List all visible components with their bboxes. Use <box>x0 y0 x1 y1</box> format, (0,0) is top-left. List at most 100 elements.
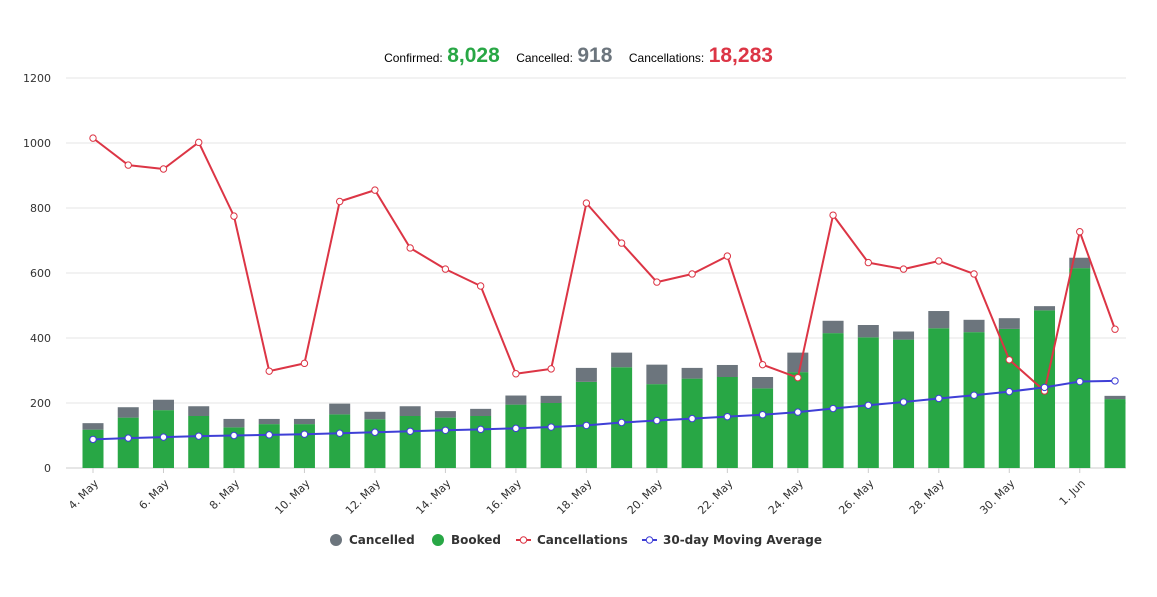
confirmed-stat: Confirmed: 8,028 <box>384 44 500 68</box>
legend-item-moving-average-marker <box>645 536 654 544</box>
moving-average-point <box>476 425 485 434</box>
bar-booked <box>646 384 668 468</box>
cancellations-point <box>124 161 132 169</box>
legend-item-cancellations-label[interactable]: Cancellations <box>537 533 628 547</box>
legend-item-cancelled-symbol <box>330 534 342 546</box>
cancellations-point <box>970 270 978 278</box>
bar-cancelled <box>470 408 492 416</box>
x-tick-label: 8. May <box>207 477 243 513</box>
bar-cancelled <box>82 423 104 430</box>
moving-average-point <box>794 408 802 416</box>
y-tick-label: 200 <box>30 397 51 410</box>
cancelled-stat: Cancelled: 918 <box>516 44 612 68</box>
cancellations-point <box>1076 228 1084 236</box>
cancellations-point <box>441 265 450 273</box>
x-tick-label: 18. May <box>554 477 594 517</box>
cancelled-label: Cancelled: <box>516 51 573 65</box>
bar-booked <box>1104 399 1126 468</box>
bar-booked <box>1069 268 1091 468</box>
x-tick-label: 22. May <box>695 477 735 517</box>
x-tick-label: 28. May <box>907 477 947 517</box>
bar-cancelled <box>787 352 809 373</box>
bar-booked <box>364 419 386 468</box>
legend-item-moving-average-label[interactable]: 30-day Moving Average <box>663 533 822 547</box>
moving-average-point <box>335 429 344 437</box>
bar-cancelled <box>258 418 280 425</box>
moving-average-line <box>92 379 1116 441</box>
cancellations-point <box>230 212 238 220</box>
bar-booked <box>540 403 562 468</box>
cancellations-point <box>300 359 309 368</box>
bar-booked <box>82 429 104 468</box>
cancellations-point <box>476 282 485 290</box>
confirmed-value: 8,028 <box>447 44 500 67</box>
summary-bar: Confirmed: 8,028 Cancelled: 918 Cancella… <box>0 44 1157 68</box>
moving-average-point <box>688 414 696 423</box>
cancellations-stat: Cancellations: 18,283 <box>629 44 773 68</box>
bar-cancelled <box>1104 395 1126 400</box>
legend-item-cancelled-label[interactable]: Cancelled <box>349 533 415 547</box>
moving-average-point <box>159 433 168 441</box>
bar-cancelled <box>364 411 386 420</box>
bar-booked <box>470 416 492 468</box>
legend-item-booked-symbol <box>432 534 444 546</box>
x-tick-label: 30. May <box>977 477 1017 517</box>
bar-booked <box>681 378 703 468</box>
x-tick-label: 14. May <box>413 477 453 517</box>
cancellations-point <box>265 367 273 375</box>
bar-cancelled <box>117 407 139 418</box>
bar-cancelled <box>1034 306 1056 311</box>
bar-cancelled <box>188 406 210 416</box>
bar-cancelled <box>540 395 562 403</box>
x-tick-label: 6. May <box>136 477 172 513</box>
cancellations-point <box>899 265 908 273</box>
cancellations-point <box>829 211 837 219</box>
x-tick-label: 1. Jun <box>1057 477 1088 508</box>
moving-average-point <box>371 428 379 436</box>
cancelled-value: 918 <box>577 44 613 67</box>
moving-average-point <box>265 431 273 439</box>
cancellations-point <box>1005 356 1013 364</box>
bar-cancelled <box>399 406 421 416</box>
bar-booked <box>998 328 1020 468</box>
bar-booked <box>787 372 809 468</box>
bar-cancelled <box>505 395 527 405</box>
moving-average-point <box>512 424 520 433</box>
bar-cancelled <box>575 367 597 382</box>
bar-booked <box>188 416 210 468</box>
cancellations-line <box>92 137 1116 392</box>
bar-cancelled <box>681 367 703 379</box>
x-tick-label: 16. May <box>484 477 524 517</box>
moving-average-point <box>1111 377 1119 385</box>
cancellations-value: 18,283 <box>708 44 773 67</box>
moving-average-point <box>617 418 626 427</box>
legend-item-booked-label[interactable]: Booked <box>451 533 501 547</box>
bar-booked <box>963 332 985 468</box>
bar-booked <box>716 377 738 468</box>
moving-average-point <box>899 398 908 406</box>
cancellations-point <box>653 278 661 286</box>
cancellations-point <box>195 138 203 147</box>
moving-average-point <box>89 435 97 444</box>
bar-booked <box>329 414 351 468</box>
bar-cancelled <box>223 418 245 428</box>
cancellations-point <box>758 360 767 369</box>
x-tick-label: 4. May <box>66 477 102 513</box>
bar-cancelled <box>928 311 950 329</box>
y-tick-label: 600 <box>30 267 51 280</box>
moving-average-point <box>195 432 203 440</box>
x-tick-label: 26. May <box>836 477 876 517</box>
moving-average-point <box>300 430 309 438</box>
bar-booked <box>434 417 456 468</box>
cancellations-point <box>1111 325 1119 333</box>
bar-cancelled <box>822 320 844 334</box>
x-tick-label: 10. May <box>272 477 312 517</box>
y-tick-label: 400 <box>30 332 51 345</box>
bar-cancelled <box>329 403 351 415</box>
moving-average-point <box>1040 383 1049 392</box>
y-tick-label: 0 <box>44 462 51 475</box>
moving-average-point <box>970 391 978 399</box>
cancellations-point <box>864 258 873 267</box>
